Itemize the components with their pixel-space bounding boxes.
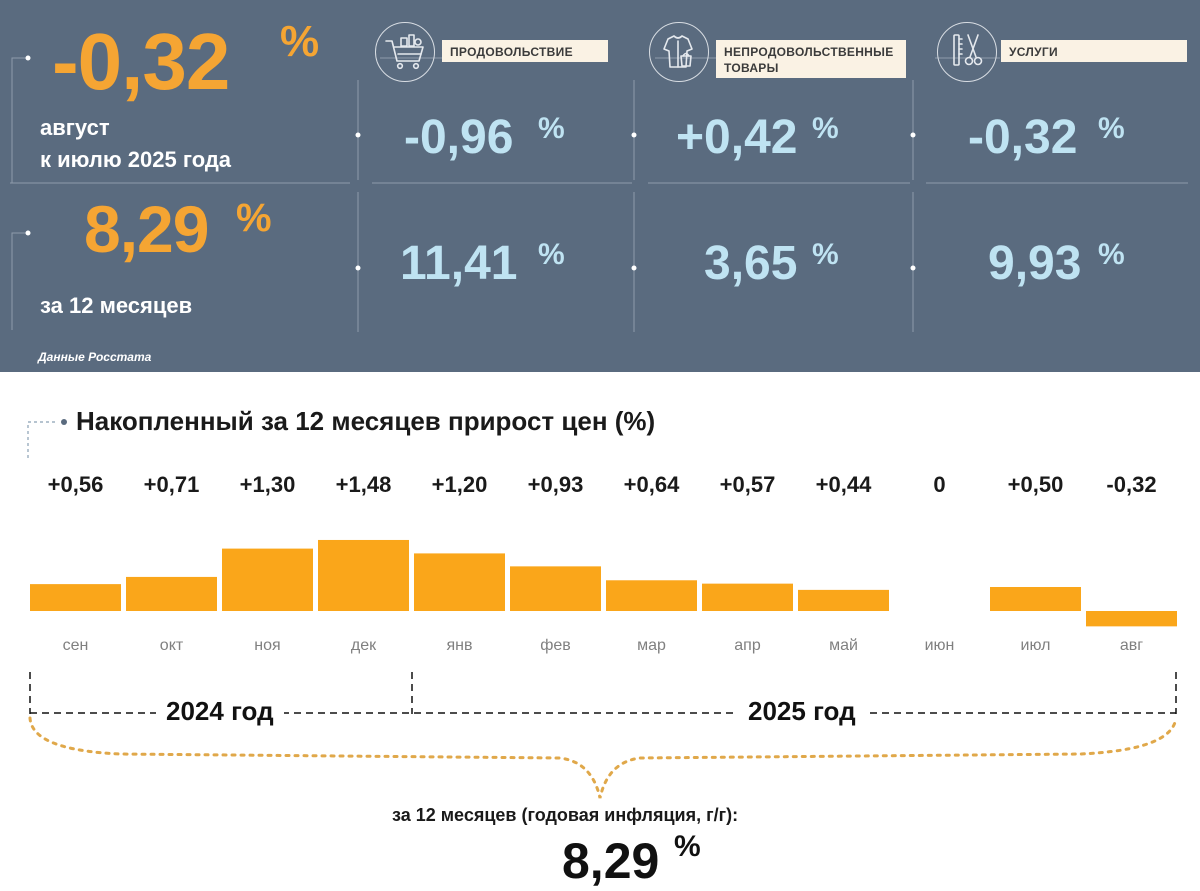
food-monthly-value: -0,96: [404, 111, 514, 164]
bar-май: [798, 589, 889, 611]
food-yearly-unit: %: [538, 238, 565, 271]
value-label-мар: +0,64: [624, 472, 680, 497]
clothes-icon: [649, 22, 709, 82]
bar-июл: [990, 587, 1081, 611]
category-label-nonfood: НЕПРОДОВОЛЬСТВЕННЫЕ ТОВАРЫ: [716, 40, 906, 78]
bar-окт: [126, 576, 217, 611]
value-label-авг: -0,32: [1106, 472, 1156, 497]
value-label-фев: +0,93: [528, 472, 584, 497]
yearly-cpi-caption: за 12 месяцев: [40, 293, 193, 318]
annual-inflation-caption: за 12 месяцев (годовая инфляция, г/г):: [392, 805, 739, 825]
value-label-май: +0,44: [816, 472, 872, 497]
value-label-июн: 0: [933, 472, 945, 497]
services-yearly-value: 9,93: [988, 237, 1082, 290]
month-label-авг: авг: [1120, 637, 1143, 654]
monthly-caption-line2: к июлю 2025 года: [40, 146, 232, 172]
month-label-июн: июн: [925, 637, 955, 654]
food-yearly-value: 11,41: [400, 237, 518, 290]
services-monthly-value: -0,32: [968, 111, 1078, 164]
yearly-cpi-unit: %: [236, 196, 272, 240]
value-label-ноя: +1,30: [240, 472, 296, 497]
chart-title-connector: [27, 419, 67, 458]
bar-авг: [1086, 611, 1177, 627]
annual-inflation-value: 8,29: [562, 833, 660, 889]
bar-фев: [510, 566, 601, 611]
nonfood-monthly-value: +0,42: [676, 111, 798, 164]
bar-дек: [318, 539, 409, 611]
value-label-окт: +0,71: [144, 472, 200, 497]
bar-апр: [702, 583, 793, 611]
bar-янв: [414, 553, 505, 611]
category-label-food: ПРОДОВОЛЬСТВИЕ: [442, 40, 608, 62]
monthly-cpi-value: -0,32: [52, 17, 230, 106]
shopping-cart-icon: [375, 22, 435, 82]
month-label-июл: июл: [1021, 637, 1051, 654]
year-brackets: [28, 672, 1178, 799]
month-label-сен: сен: [63, 637, 89, 654]
chart-title: Накопленный за 12 месяцев прирост цен (%…: [76, 406, 656, 436]
food-monthly-unit: %: [538, 112, 565, 145]
month-label-янв: янв: [447, 637, 473, 654]
value-label-сен: +0,56: [48, 472, 104, 497]
nonfood-yearly-value: 3,65: [704, 237, 798, 290]
monthly-cpi-unit: %: [280, 17, 320, 66]
yearly-cpi-value: 8,29: [84, 192, 209, 266]
monthly-cpi-caption: август к июлю 2025 года: [40, 112, 231, 176]
year-label-2025: 2025 год: [738, 696, 866, 727]
month-label-окт: окт: [160, 637, 184, 654]
value-label-июл: +0,50: [1008, 472, 1064, 497]
summary-panel: -0,32 % август к июлю 2025 года 8,29 % з…: [0, 0, 1200, 372]
month-label-дек: дек: [351, 637, 377, 654]
month-label-ноя: ноя: [254, 637, 280, 654]
scissors-comb-icon: [937, 22, 997, 82]
month-label-фев: фев: [540, 637, 571, 654]
annual-inflation-unit: %: [674, 830, 701, 863]
value-label-дек: +1,48: [336, 472, 392, 497]
bar-мар: [606, 580, 697, 611]
monthly-caption-line1: август: [40, 115, 110, 140]
bar-ноя: [222, 548, 313, 611]
year-label-2024: 2024 год: [156, 696, 284, 727]
services-yearly-unit: %: [1098, 238, 1125, 271]
value-label-янв: +1,20: [432, 472, 488, 497]
value-label-апр: +0,57: [720, 472, 776, 497]
category-label-services: УСЛУГИ: [1001, 40, 1187, 62]
monthly-bar-chart: +0,56 +0,71 +1,30 +1,48 +1,20 +0,93 +0,64 +0,57…: [30, 472, 1177, 654]
nonfood-yearly-unit: %: [812, 238, 839, 271]
month-label-май: май: [829, 637, 858, 654]
month-label-мар: мар: [637, 637, 666, 654]
bar-сен: [30, 584, 121, 611]
services-monthly-unit: %: [1098, 112, 1125, 145]
month-label-апр: апр: [734, 637, 761, 654]
nonfood-monthly-unit: %: [812, 112, 839, 145]
source-note: Данные Росстата: [38, 350, 152, 364]
